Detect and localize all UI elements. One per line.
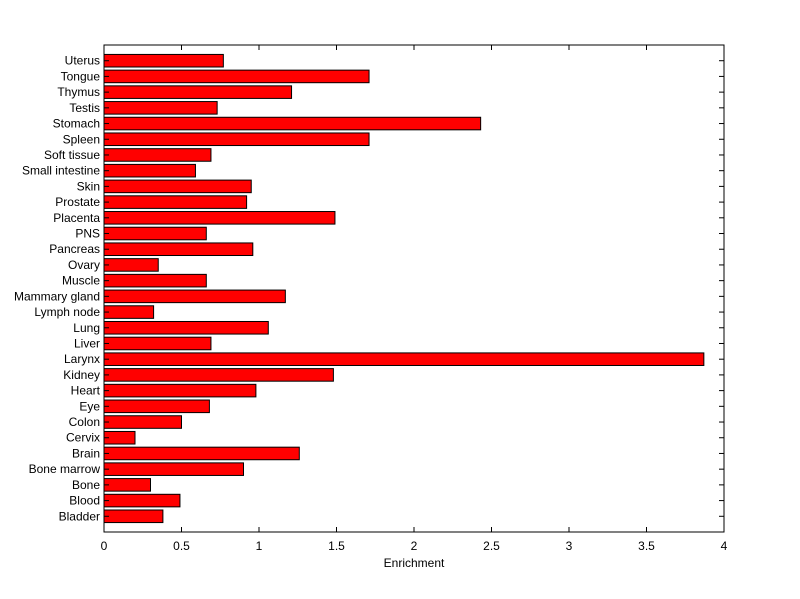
y-tick-label: Thymus <box>57 85 100 99</box>
plot-frame <box>103 44 725 533</box>
bar-colon <box>103 415 182 429</box>
y-tick-label: Skin <box>77 179 100 193</box>
y-tick-label: Ovary <box>68 258 100 272</box>
y-tick-label: Colon <box>69 415 100 429</box>
y-tick-label: Liver <box>74 336 100 350</box>
bar-muscle <box>103 273 207 288</box>
bar-skin <box>103 179 252 194</box>
y-tick-label: Bone <box>72 478 100 492</box>
bar-spleen <box>103 132 370 147</box>
bar-thymus <box>103 85 293 99</box>
x-tick-label: 3 <box>566 539 573 553</box>
bar-pancreas <box>103 242 254 257</box>
bar-liver <box>103 336 212 351</box>
y-tick-label: Tongue <box>61 69 101 83</box>
y-tick-label: Bladder <box>59 509 100 523</box>
y-tick-label: Placenta <box>53 211 100 225</box>
bar-bone-marrow <box>103 462 244 476</box>
bar-uterus <box>103 53 224 68</box>
bar-heart <box>103 383 257 398</box>
x-axis-label: Enrichment <box>384 556 445 570</box>
x-tick-label: 1.5 <box>328 539 345 553</box>
bar-soft-tissue <box>103 148 212 162</box>
y-tick-label: Soft tissue <box>44 148 100 162</box>
bar-eye <box>103 399 210 414</box>
x-tick-label: 3.5 <box>638 539 655 553</box>
y-tick-label: Eye <box>79 399 100 413</box>
y-tick-label: Uterus <box>65 54 100 68</box>
y-tick-label: Cervix <box>66 431 100 445</box>
y-tick-label: Heart <box>71 384 101 398</box>
y-tick-label: Kidney <box>63 368 100 382</box>
y-tick-label: Testis <box>69 101 100 115</box>
bar-bladder <box>103 509 164 524</box>
bar-lung <box>103 320 269 335</box>
x-tick-label: 2.5 <box>483 539 500 553</box>
bar-pns <box>103 226 207 241</box>
bar-brain <box>103 446 300 461</box>
y-tick-label: PNS <box>75 227 100 241</box>
y-tick-label: Lung <box>73 321 100 335</box>
x-tick-label: 2 <box>411 539 418 553</box>
bar-placenta <box>103 211 336 225</box>
y-tick-label: Mammary gland <box>14 289 100 303</box>
y-tick-label: Brain <box>72 446 100 460</box>
y-tick-label: Stomach <box>53 117 100 131</box>
bar-mammary-gland <box>103 289 286 304</box>
x-tick-label: 0 <box>101 539 108 553</box>
y-tick-label: Spleen <box>63 132 100 146</box>
ticks-group <box>103 45 725 532</box>
y-tick-label: Bone marrow <box>29 462 101 476</box>
bar-small-intestine <box>103 163 196 178</box>
x-tick-label: 4 <box>721 539 728 553</box>
bar-kidney <box>103 368 334 382</box>
y-tick-label: Larynx <box>64 352 100 366</box>
bar-stomach <box>103 116 482 131</box>
bar-lymph-node <box>103 305 155 319</box>
y-tick-label: Pancreas <box>49 242 100 256</box>
y-tick-label: Small intestine <box>22 164 100 178</box>
bar-blood <box>103 493 181 508</box>
bar-bone <box>103 478 151 492</box>
bar-tongue <box>103 69 370 84</box>
y-tick-label: Lymph node <box>34 305 100 319</box>
y-tick-label: Muscle <box>62 274 100 288</box>
x-tick-labels: 0 0.5 1 1.5 2 2.5 3 3.5 4 <box>101 539 728 553</box>
bar-prostate <box>103 195 248 209</box>
bars-group <box>103 53 705 524</box>
bar-ovary <box>103 258 159 272</box>
x-tick-label: 1 <box>256 539 263 553</box>
y-tick-label: Prostate <box>55 195 100 209</box>
bar-larynx <box>103 352 705 366</box>
y-tick-label: Blood <box>69 494 100 508</box>
x-tick-label: 0.5 <box>173 539 190 553</box>
bar-testis <box>103 101 218 115</box>
